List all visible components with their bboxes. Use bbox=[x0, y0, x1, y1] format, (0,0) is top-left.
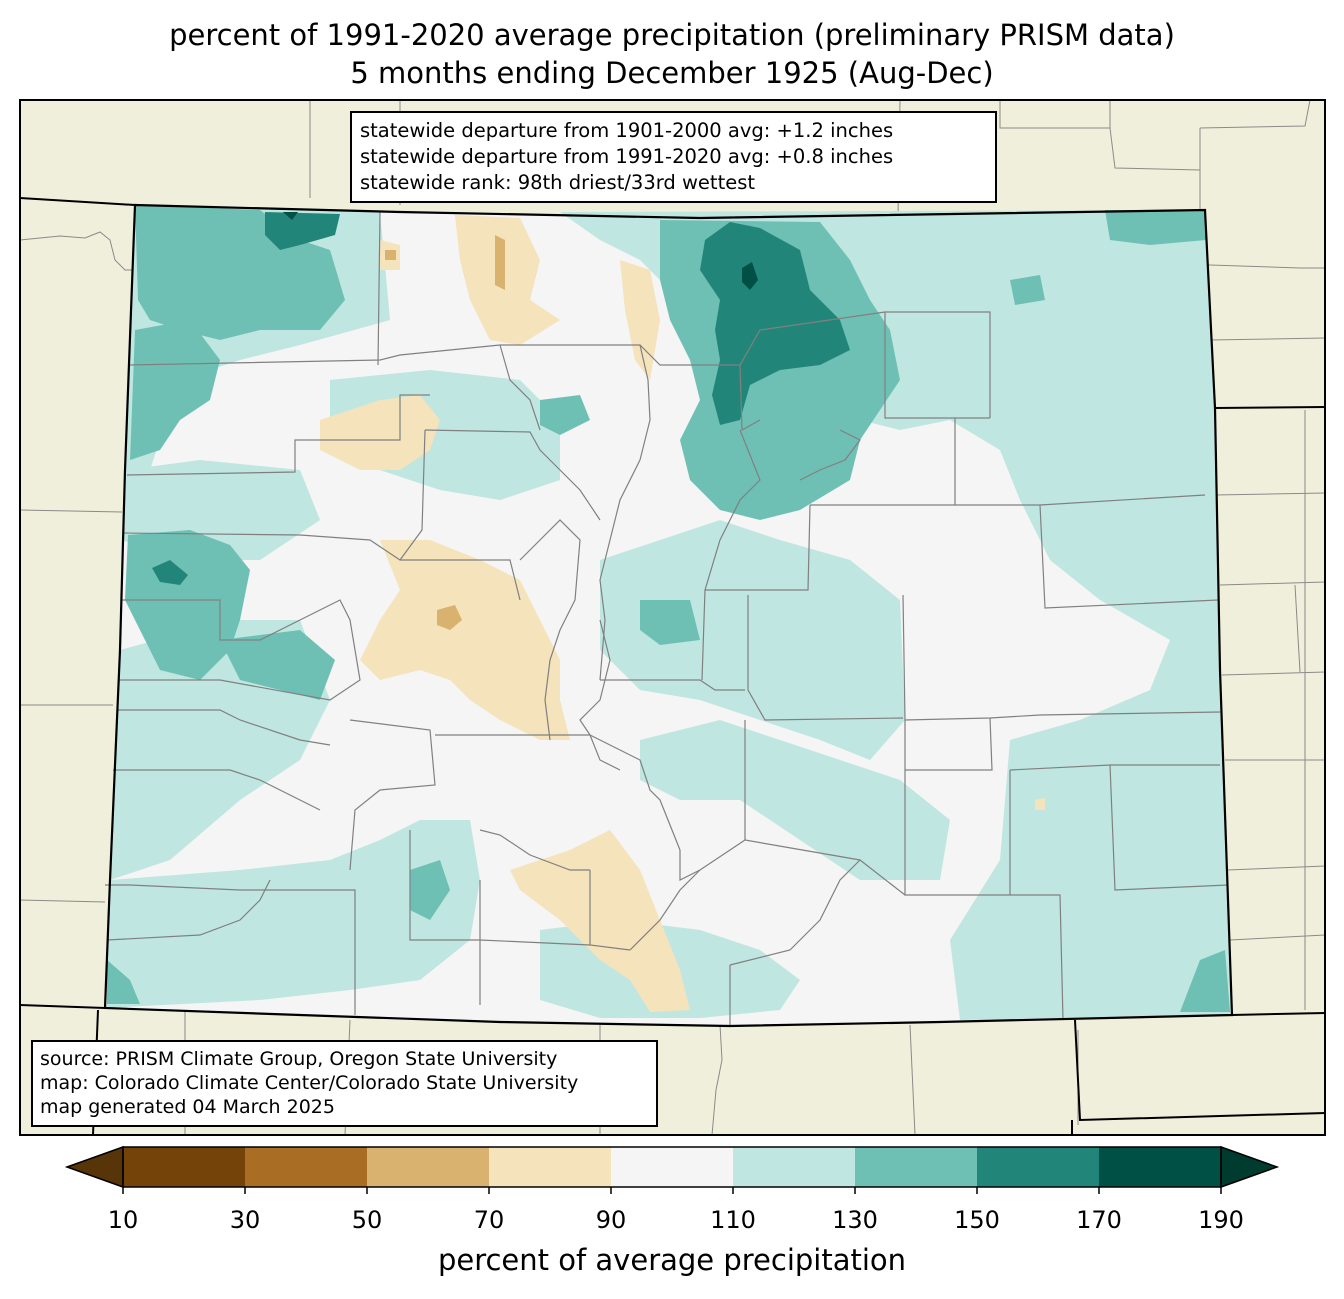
region-150-170 bbox=[152, 212, 850, 585]
colorbar-cell bbox=[245, 1147, 367, 1187]
colorbar-over-arrow bbox=[1220, 1145, 1280, 1189]
region-over-170 bbox=[283, 212, 758, 290]
region-50-70 bbox=[385, 235, 505, 630]
map-title: percent of 1991-2020 average precipitati… bbox=[169, 18, 1175, 52]
colorbar-cell bbox=[611, 1147, 733, 1187]
credits-line-1: source: PRISM Climate Group, Oregon Stat… bbox=[40, 1048, 558, 1070]
county-lines bbox=[105, 211, 1229, 1025]
map-frame bbox=[19, 99, 1326, 1136]
stats-line-1: statewide departure from 1901-2000 avg: … bbox=[360, 119, 894, 142]
colorbar-cell bbox=[367, 1147, 489, 1187]
stats-line-3: statewide rank: 98th driest/33rd wettest bbox=[360, 171, 756, 194]
colorbar-tick-label: 150 bbox=[954, 1206, 1000, 1234]
map-subtitle: 5 months ending December 1925 (Aug-Dec) bbox=[350, 56, 994, 90]
colorbar-cell bbox=[1099, 1147, 1221, 1187]
colorbar-tick-label: 50 bbox=[351, 1206, 383, 1234]
colorado-border bbox=[103, 203, 1234, 1028]
colorbar-tick-label: 130 bbox=[832, 1206, 878, 1234]
colorbar-tick-label: 70 bbox=[473, 1206, 505, 1234]
colorbar-outline bbox=[122, 1146, 1222, 1188]
neighbor-county-lines bbox=[19, 99, 1326, 1136]
credits-box: source: PRISM Climate Group, Oregon Stat… bbox=[31, 1040, 658, 1127]
colorbar-tick-label: 30 bbox=[229, 1206, 261, 1234]
colorbar-label: percent of average precipitation bbox=[437, 1243, 907, 1277]
colorbar-under-arrow bbox=[64, 1145, 124, 1189]
colorbar-tick-label: 110 bbox=[710, 1206, 756, 1234]
colorbar-tick-label: 170 bbox=[1076, 1206, 1122, 1234]
colorbar-cell bbox=[855, 1147, 977, 1187]
credits-line-2: map: Colorado Climate Center/Colorado St… bbox=[40, 1072, 579, 1094]
stats-line-2: statewide departure from 1991-2020 avg: … bbox=[360, 145, 894, 168]
colorbar bbox=[64, 1145, 1280, 1194]
colorbar-cell bbox=[123, 1147, 245, 1187]
colorbar-tick-label: 90 bbox=[595, 1206, 627, 1234]
colorbar-cell bbox=[977, 1147, 1099, 1187]
colorbar-cell bbox=[733, 1147, 855, 1187]
colorbar-tick-label: 190 bbox=[1198, 1206, 1244, 1234]
statewide-stats-box: statewide departure from 1901-2000 avg: … bbox=[350, 111, 997, 203]
colorbar-cell bbox=[489, 1147, 611, 1187]
neighbor-state-borders bbox=[19, 197, 1326, 1136]
credits-line-3: map generated 04 March 2025 bbox=[40, 1096, 335, 1118]
colorbar-tick-label: 10 bbox=[107, 1206, 139, 1234]
